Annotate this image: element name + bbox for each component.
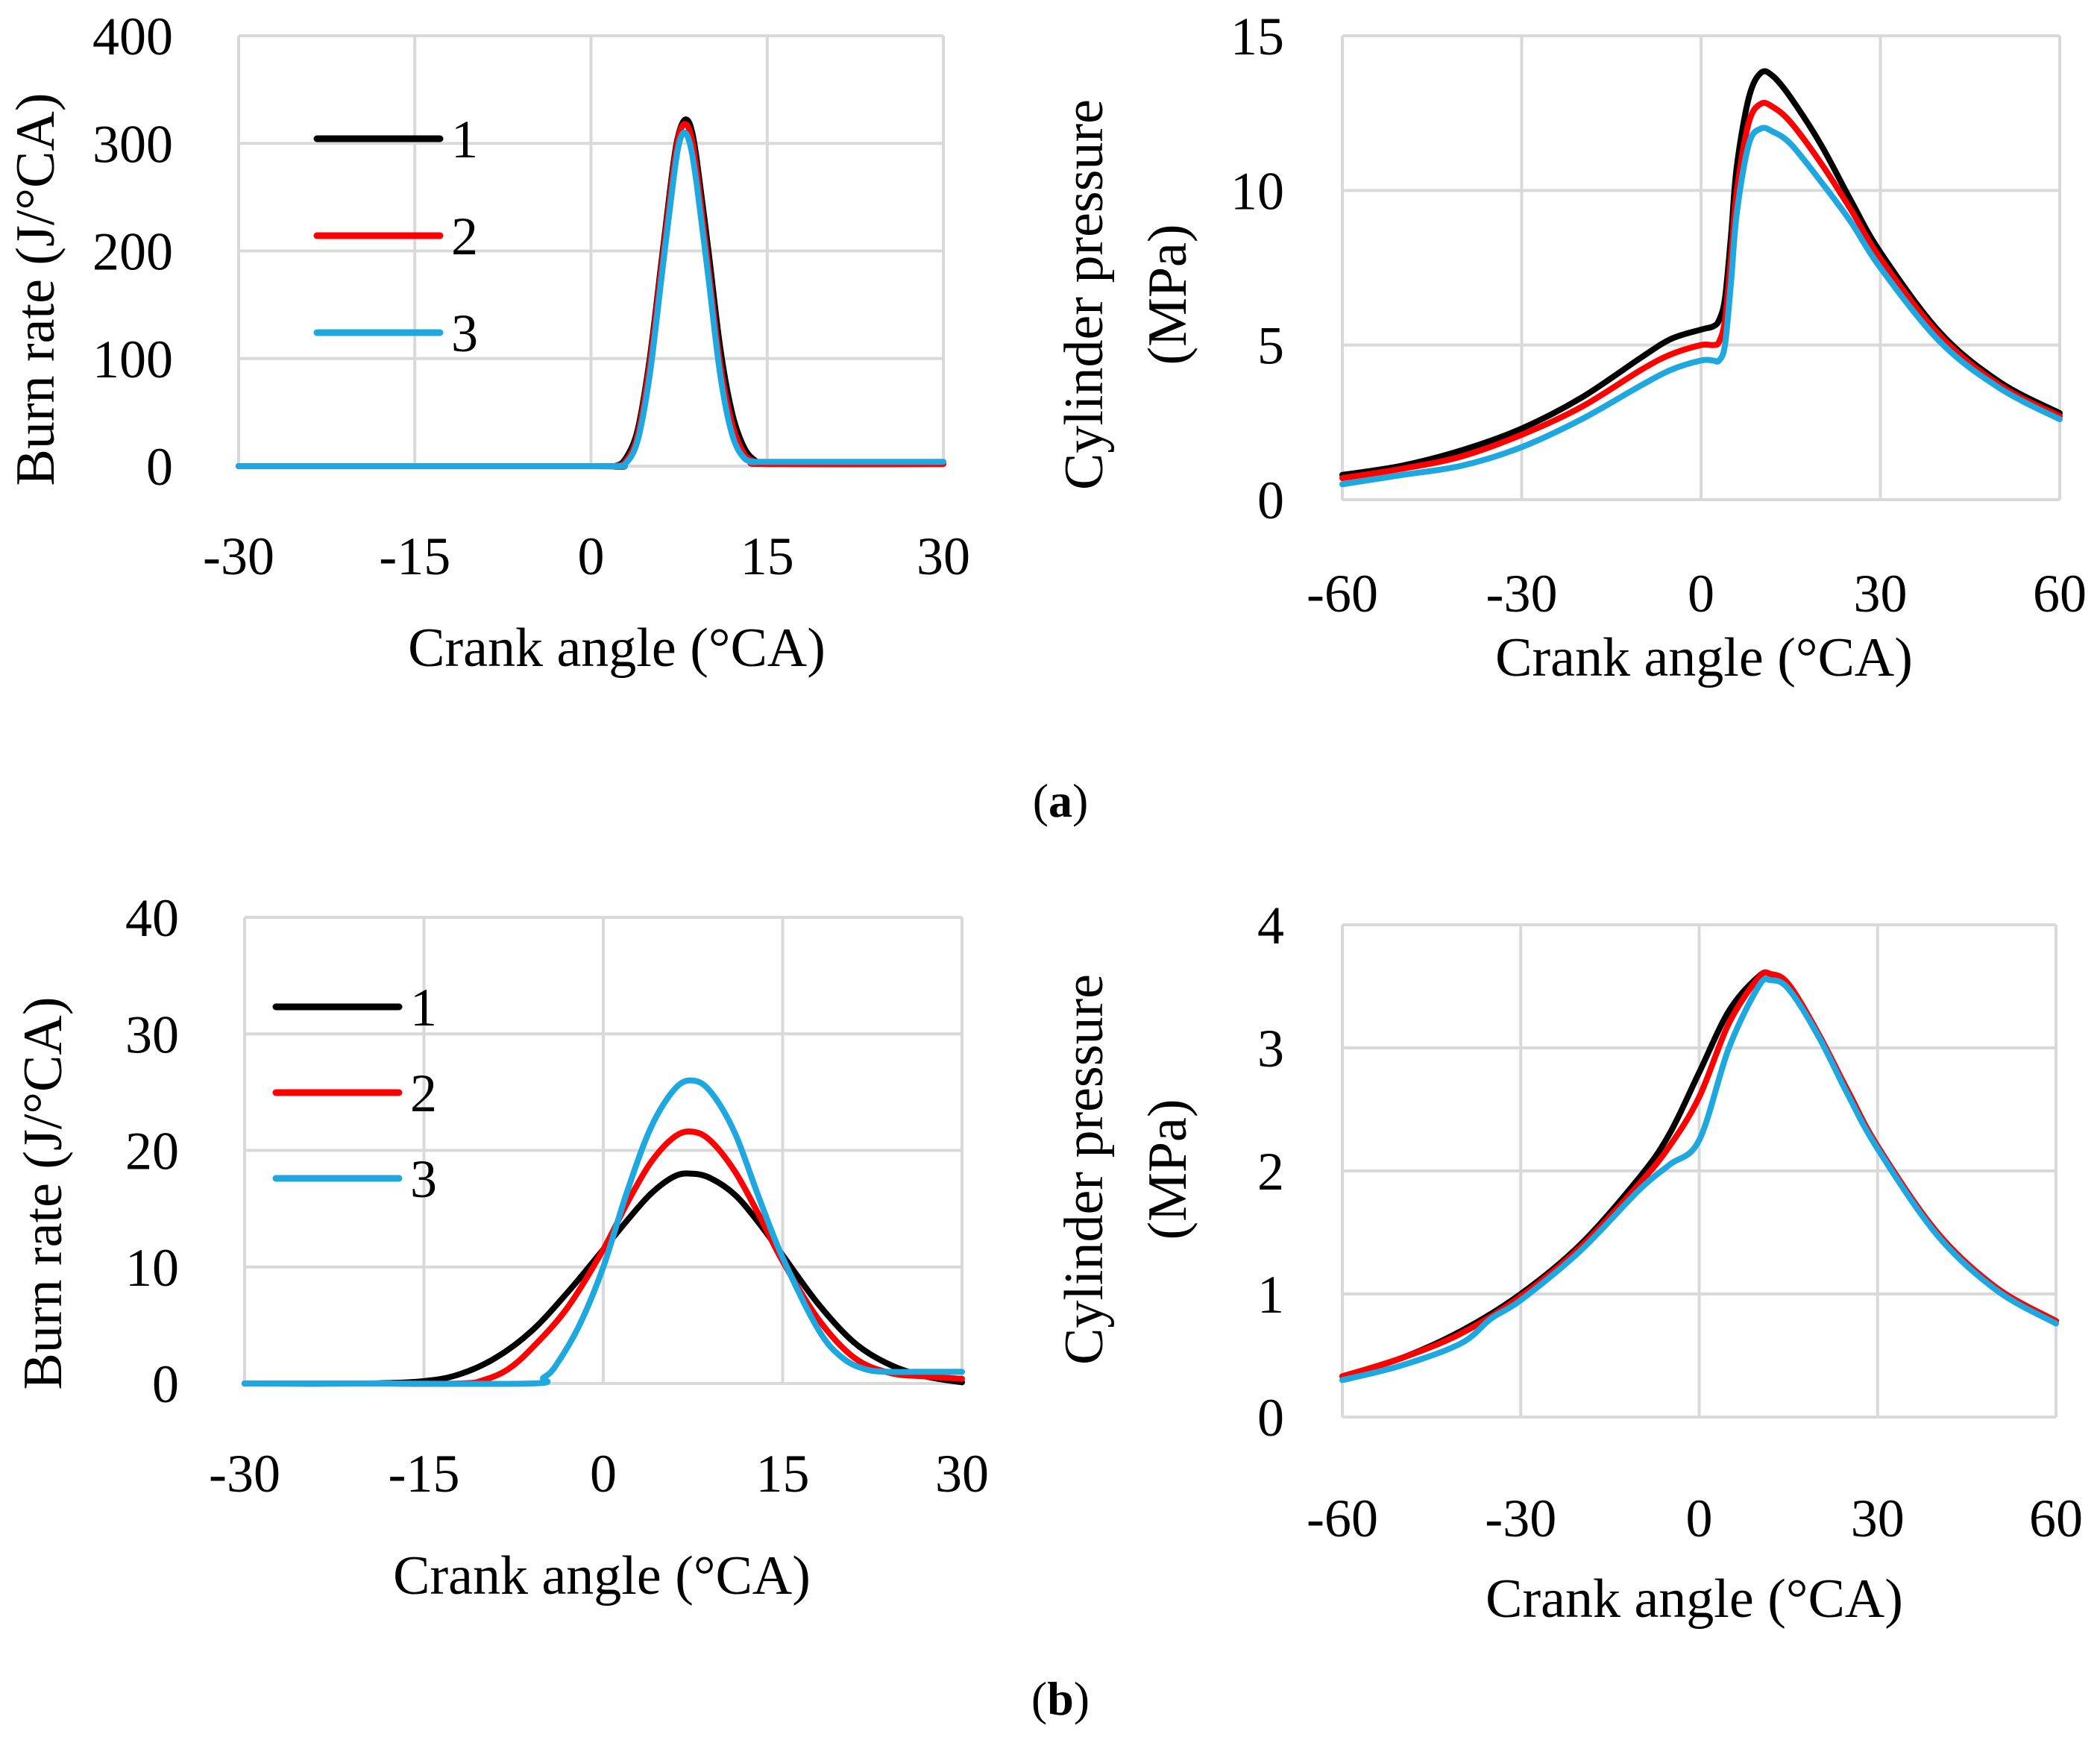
x-tick-label-4: 60 bbox=[2033, 564, 2087, 624]
tick-labels: -30 -15 0 15 30 0 10 20 30 40 bbox=[125, 888, 989, 1504]
y-axis-label-line-1: Cylinder pressure bbox=[1054, 974, 1115, 1365]
x-tick-label-0: -60 bbox=[1307, 1489, 1378, 1548]
legend-label-3: 3 bbox=[410, 1149, 437, 1209]
x-tick-label-3: 15 bbox=[756, 1444, 810, 1504]
x-tick-label-0: -30 bbox=[203, 527, 274, 586]
tick-labels: -60 -30 0 30 60 0 1 2 3 4 bbox=[1257, 896, 2083, 1548]
y-tick-label-1: 1 bbox=[1257, 1265, 1284, 1325]
x-tick-label-1: -15 bbox=[379, 527, 450, 586]
y-tick-label-2: 200 bbox=[92, 222, 173, 282]
y-axis-label-line-1: Cylinder pressure bbox=[1054, 99, 1115, 490]
x-tick-label-3: 30 bbox=[1851, 1489, 1905, 1548]
chart-b-burn-rate: -30 -15 0 15 30 0 10 20 30 40 Crank angle (°CA) B… bbox=[13, 888, 989, 1606]
x-tick-label-1: -15 bbox=[389, 1444, 460, 1504]
y-tick-label-0: 0 bbox=[152, 1354, 179, 1414]
series bbox=[236, 116, 946, 470]
y-tick-label-0: 0 bbox=[1257, 471, 1284, 530]
y-tick-label-1: 10 bbox=[125, 1238, 179, 1298]
chart-a-cylinder-pressure: -60 -30 0 30 60 0 5 10 15 Crank angle (°CA) Cyli… bbox=[1054, 7, 2087, 688]
chart-b-cylinder-pressure: -60 -30 0 30 60 0 1 2 3 4 Crank angle (°CA) Cylin… bbox=[1054, 896, 2083, 1630]
y-tick-label-4: 40 bbox=[125, 888, 179, 948]
caption-b: (b) bbox=[1031, 1672, 1090, 1725]
series-line-3 bbox=[242, 1077, 965, 1387]
x-tick-label-1: -30 bbox=[1486, 564, 1558, 624]
grid bbox=[243, 916, 963, 1385]
x-tick-label-3: 30 bbox=[1854, 564, 1908, 624]
y-axis-label-line-2: (MPa) bbox=[1137, 1099, 1198, 1240]
legend-label-2: 2 bbox=[410, 1064, 437, 1123]
y-tick-label-2: 10 bbox=[1230, 161, 1284, 221]
y-tick-label-1: 5 bbox=[1257, 316, 1284, 376]
x-tick-label-0: -30 bbox=[209, 1444, 280, 1504]
series bbox=[1339, 68, 2063, 488]
legend: 1 2 3 bbox=[272, 978, 437, 1209]
x-axis-label: Crank angle (°CA) bbox=[1486, 1568, 1903, 1630]
y-tick-label-2: 2 bbox=[1257, 1142, 1284, 1202]
x-tick-label-2: 0 bbox=[578, 527, 605, 586]
grid bbox=[1341, 34, 2061, 501]
grid bbox=[1341, 923, 2057, 1419]
x-tick-label-4: 30 bbox=[935, 1444, 989, 1504]
y-axis-label: Burn rate (J/°CA) bbox=[13, 997, 74, 1390]
y-axis-label-line-2: (MPa) bbox=[1137, 224, 1198, 365]
y-tick-label-4: 400 bbox=[92, 7, 173, 66]
series bbox=[1339, 969, 2059, 1383]
y-tick-label-2: 20 bbox=[125, 1122, 179, 1181]
x-tick-label-0: -60 bbox=[1307, 564, 1378, 624]
y-tick-label-0: 0 bbox=[1257, 1388, 1284, 1448]
y-tick-label-3: 300 bbox=[92, 114, 173, 174]
y-tick-label-3: 3 bbox=[1257, 1019, 1284, 1078]
x-axis-label: Crank angle (°CA) bbox=[1495, 627, 1913, 688]
y-axis-label: Burn rate (J/°CA) bbox=[5, 93, 66, 486]
x-tick-label-4: 30 bbox=[917, 527, 970, 586]
x-tick-label-2: 0 bbox=[590, 1444, 617, 1504]
legend-label-2: 2 bbox=[451, 207, 478, 266]
grid bbox=[237, 34, 945, 468]
series-line-3 bbox=[1339, 125, 2063, 488]
y-tick-label-4: 4 bbox=[1257, 896, 1284, 955]
legend: 1 2 3 bbox=[313, 110, 478, 363]
x-tick-label-4: 60 bbox=[2029, 1489, 2083, 1548]
y-tick-label-3: 30 bbox=[125, 1005, 179, 1064]
x-tick-label-3: 15 bbox=[741, 527, 794, 586]
legend-label-1: 1 bbox=[451, 110, 478, 169]
legend-label-1: 1 bbox=[410, 978, 437, 1037]
x-tick-label-1: -30 bbox=[1485, 1489, 1556, 1548]
tick-labels: -60 -30 0 30 60 0 5 10 15 bbox=[1230, 7, 2087, 624]
series-line-1 bbox=[242, 1170, 965, 1387]
x-axis-label: Crank angle (°CA) bbox=[393, 1545, 811, 1606]
y-tick-label-3: 15 bbox=[1230, 7, 1284, 66]
y-tick-label-0: 0 bbox=[146, 437, 173, 497]
series-line-3 bbox=[236, 129, 946, 470]
x-tick-label-2: 0 bbox=[1688, 564, 1714, 624]
x-tick-label-2: 0 bbox=[1686, 1489, 1713, 1548]
y-tick-label-1: 100 bbox=[92, 330, 173, 389]
caption-a: (a) bbox=[1033, 774, 1089, 827]
series-line-3 bbox=[1339, 976, 2059, 1383]
series bbox=[242, 1077, 965, 1387]
x-axis-label: Crank angle (°CA) bbox=[408, 618, 826, 679]
legend-label-3: 3 bbox=[451, 304, 478, 363]
